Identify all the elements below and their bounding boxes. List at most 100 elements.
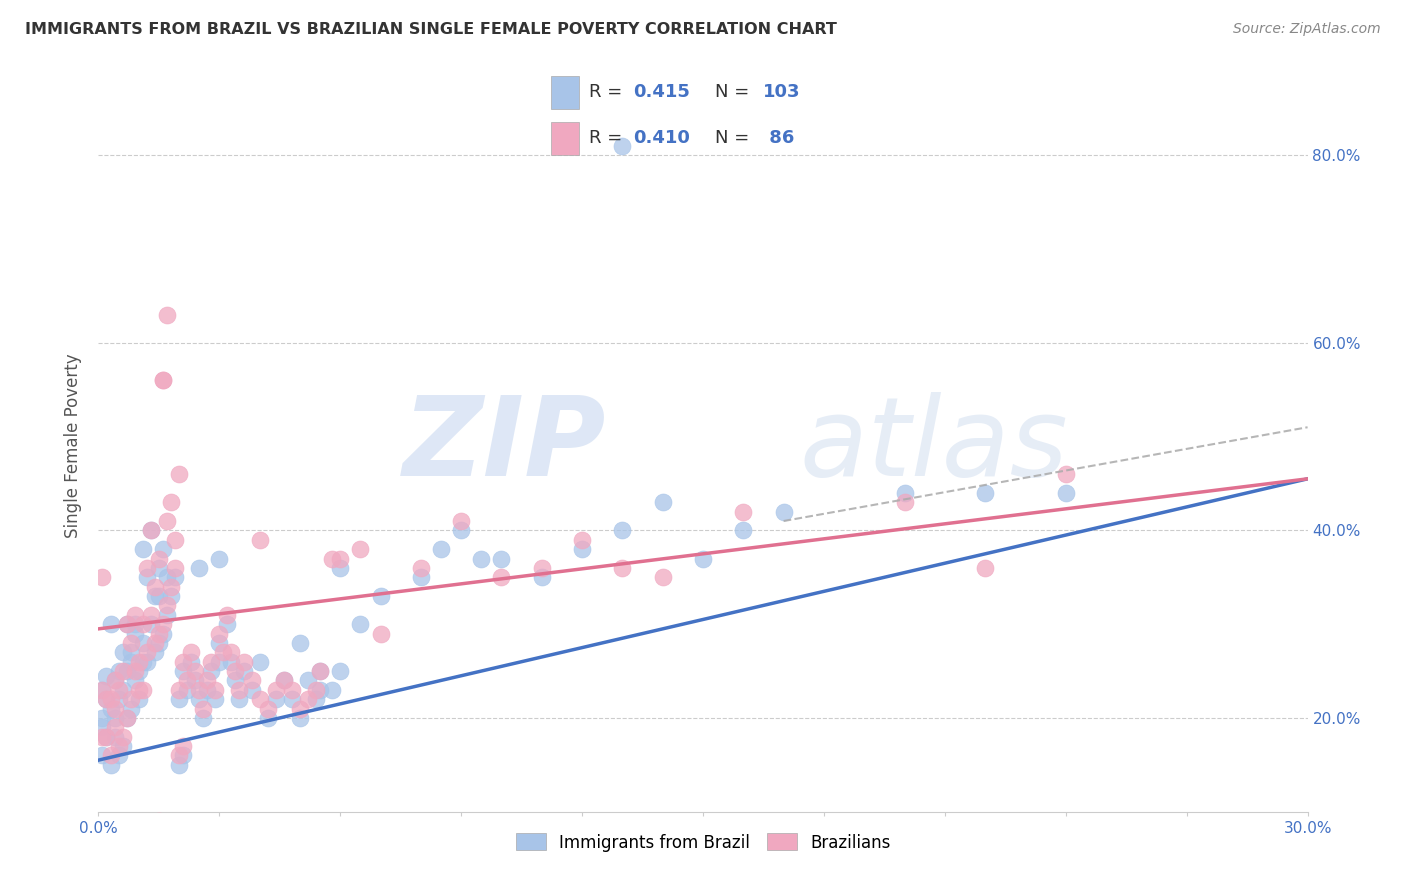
Point: [273, 673, 295, 688]
Point: [651, 495, 673, 509]
Point: [772, 505, 794, 519]
Point: [264, 692, 287, 706]
Point: [100, 757, 122, 772]
Point: [96, 692, 118, 706]
Point: [128, 692, 150, 706]
Point: [180, 655, 202, 669]
Point: [208, 636, 231, 650]
Point: [172, 664, 194, 678]
Text: 0.410: 0.410: [633, 129, 690, 147]
Point: [163, 533, 186, 547]
Point: [135, 655, 157, 669]
Point: [143, 589, 166, 603]
Point: [329, 561, 352, 575]
Point: [240, 682, 263, 697]
Point: [100, 617, 122, 632]
Point: [1054, 467, 1077, 482]
Point: [184, 673, 207, 688]
Point: [974, 486, 997, 500]
Text: IMMIGRANTS FROM BRAZIL VS BRAZILIAN SINGLE FEMALE POVERTY CORRELATION CHART: IMMIGRANTS FROM BRAZIL VS BRAZILIAN SING…: [25, 22, 837, 37]
Point: [288, 701, 311, 715]
Point: [103, 711, 125, 725]
Point: [167, 692, 190, 706]
Point: [184, 664, 207, 678]
Point: [103, 720, 125, 734]
Point: [160, 580, 183, 594]
Point: [530, 561, 553, 575]
Point: [152, 542, 174, 557]
Point: [217, 617, 239, 632]
Point: [91, 682, 114, 697]
Point: [148, 551, 170, 566]
Point: [974, 561, 997, 575]
Point: [188, 561, 211, 575]
Point: [135, 570, 157, 584]
Point: [135, 645, 157, 659]
Point: [115, 664, 138, 678]
Point: [160, 589, 183, 603]
Point: [156, 599, 179, 613]
Point: [115, 617, 138, 632]
Point: [228, 692, 250, 706]
Point: [208, 551, 231, 566]
Point: [389, 842, 412, 856]
Point: [450, 514, 472, 528]
Text: 103: 103: [762, 83, 800, 101]
Point: [188, 682, 211, 697]
FancyBboxPatch shape: [551, 122, 579, 155]
Point: [132, 655, 155, 669]
Point: [156, 607, 179, 622]
Point: [193, 711, 215, 725]
Point: [91, 730, 114, 744]
Point: [120, 701, 142, 715]
Point: [430, 542, 453, 557]
Point: [176, 673, 198, 688]
Point: [152, 373, 174, 387]
Point: [96, 730, 118, 744]
Text: ZIP: ZIP: [402, 392, 606, 500]
Point: [120, 645, 142, 659]
Point: [167, 748, 190, 763]
Point: [305, 692, 328, 706]
Point: [107, 692, 129, 706]
Point: [103, 673, 125, 688]
Point: [200, 664, 222, 678]
Point: [100, 692, 122, 706]
Point: [100, 748, 122, 763]
Point: [224, 673, 246, 688]
Point: [249, 655, 271, 669]
Point: [124, 626, 146, 640]
Point: [139, 524, 162, 538]
Point: [204, 682, 226, 697]
Text: 0.415: 0.415: [633, 83, 690, 101]
Point: [107, 748, 129, 763]
Point: [148, 589, 170, 603]
Point: [228, 682, 250, 697]
Point: [349, 617, 371, 632]
Point: [91, 682, 114, 697]
Text: 86: 86: [762, 129, 794, 147]
Text: R =: R =: [589, 83, 627, 101]
Point: [349, 542, 371, 557]
Point: [264, 682, 287, 697]
Text: R =: R =: [589, 129, 627, 147]
Point: [111, 645, 134, 659]
Point: [128, 664, 150, 678]
Point: [491, 570, 513, 584]
FancyBboxPatch shape: [551, 76, 579, 109]
Point: [249, 533, 271, 547]
Point: [135, 561, 157, 575]
Point: [124, 617, 146, 632]
Point: [692, 551, 714, 566]
Point: [530, 570, 553, 584]
Point: [111, 682, 134, 697]
Point: [733, 505, 755, 519]
Point: [305, 682, 328, 697]
Text: Source: ZipAtlas.com: Source: ZipAtlas.com: [1233, 22, 1381, 37]
Point: [152, 626, 174, 640]
Point: [152, 373, 174, 387]
Point: [180, 823, 202, 838]
Point: [249, 692, 271, 706]
Point: [128, 682, 150, 697]
Point: [124, 607, 146, 622]
